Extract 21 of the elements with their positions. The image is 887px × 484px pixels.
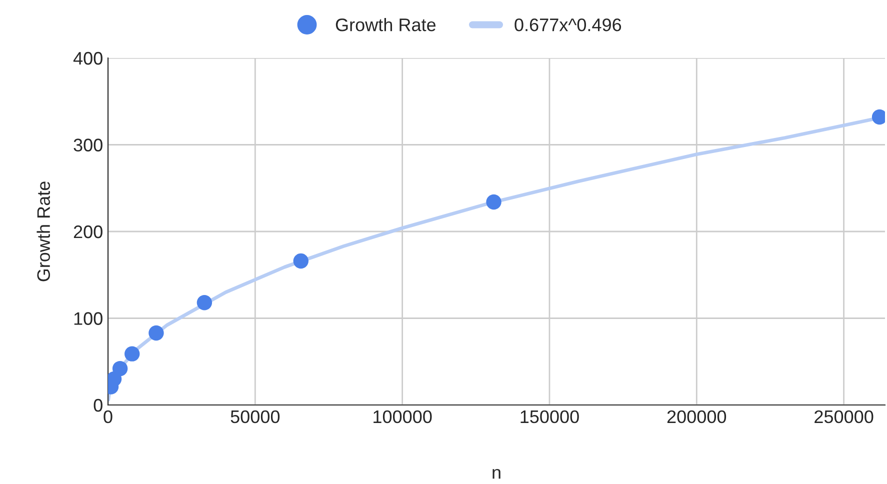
y-tick-label: 300 bbox=[74, 138, 102, 152]
point bbox=[293, 253, 308, 269]
point bbox=[112, 360, 128, 376]
y-tick-label: 100 bbox=[74, 312, 102, 325]
point bbox=[148, 325, 164, 341]
x-tick-label: 250000 bbox=[814, 410, 874, 424]
x-tick-label: 150000 bbox=[520, 410, 579, 424]
y-tick-label: 0 bbox=[94, 398, 102, 412]
x-axis-title: n bbox=[492, 468, 500, 479]
legend-label: Growth Rate bbox=[336, 18, 436, 32]
x-tick-label: 200000 bbox=[667, 410, 726, 424]
x-tick-label: 100000 bbox=[374, 410, 432, 424]
y-tick-label: 200 bbox=[74, 225, 102, 238]
point bbox=[124, 346, 140, 362]
point bbox=[486, 194, 502, 210]
legend-label: 0.677x^0.496 bbox=[514, 18, 622, 32]
point bbox=[196, 295, 212, 310]
y-tick-label: 400 bbox=[73, 52, 102, 65]
x-tick-label: 0 bbox=[104, 410, 112, 424]
y-axis-title: Growth Rate bbox=[36, 182, 50, 282]
x-tick-label: 50000 bbox=[230, 410, 280, 424]
